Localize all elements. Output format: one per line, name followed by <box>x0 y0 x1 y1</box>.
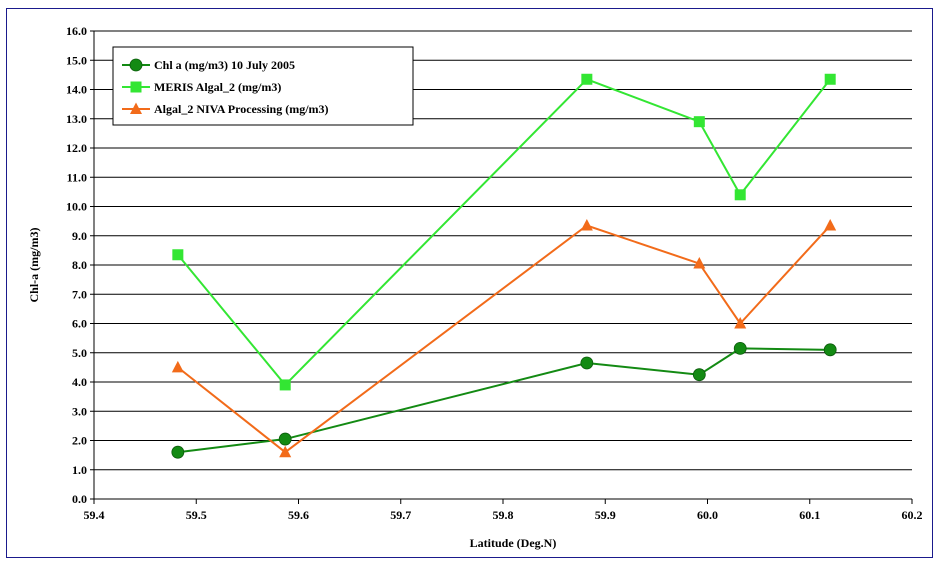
y-tick-label: 1.0 <box>72 463 87 477</box>
series-line <box>177 78 831 387</box>
x-tick-label: 59.5 <box>186 508 207 522</box>
series-2 <box>172 73 836 391</box>
data-point-circle <box>692 368 706 382</box>
data-point-triangle <box>279 445 292 458</box>
data-point-triangle <box>693 257 706 269</box>
y-tick-label: 9.0 <box>72 229 87 243</box>
axes <box>90 30 913 504</box>
data-point-circle <box>733 341 747 355</box>
data-point-triangle <box>824 219 837 231</box>
x-axis-title: Latitude (Deg.N) <box>470 536 557 550</box>
series-group <box>171 73 837 459</box>
data-point-square <box>734 189 746 201</box>
y-tick-label: 3.0 <box>72 404 87 418</box>
legend-marker-square <box>130 81 142 93</box>
data-point-triangle <box>171 360 184 373</box>
data-point-circle <box>823 343 837 357</box>
y-tick-label: 6.0 <box>72 317 87 331</box>
data-point-circle <box>580 356 594 370</box>
y-tick-label: 13.0 <box>66 112 87 126</box>
series-line <box>177 347 831 454</box>
x-tick-labels: 59.4 59.5 59.6 59.7 59.8 59.9 60.0 60.1 60.2 <box>84 508 923 522</box>
data-point-square <box>824 73 836 85</box>
y-tick-label: 12.0 <box>66 141 87 155</box>
y-tick-label: 4.0 <box>72 375 87 389</box>
data-point-square <box>581 73 593 85</box>
legend-marker-circle <box>129 58 143 72</box>
y-tick-label: 15.0 <box>66 53 87 67</box>
y-tick-label: 14.0 <box>66 83 87 97</box>
x-tick-label: 59.7 <box>390 508 411 522</box>
x-tick-label: 60.1 <box>799 508 820 522</box>
y-tick-label: 7.0 <box>72 287 87 301</box>
data-point-square <box>693 116 705 128</box>
y-tick-label: 10.0 <box>66 200 87 214</box>
legend: Chl a (mg/m3) 10 July 2005 MERIS Algal_2 … <box>112 46 414 126</box>
y-tick-labels: 0.0 1.0 2.0 3.0 4.0 5.0 6.0 7.0 8.0 9.0 10.0 11.0 12… <box>66 24 87 506</box>
data-point-square <box>279 379 291 391</box>
x-tick-label: 60.2 <box>902 508 923 522</box>
data-point-triangle <box>734 317 747 329</box>
x-tick-label: 59.4 <box>84 508 105 522</box>
data-point-circle <box>278 432 292 446</box>
x-tick-label: 59.6 <box>288 508 309 522</box>
y-tick-label: 5.0 <box>72 346 87 360</box>
y-axis-title: Chl-a (mg/m3) <box>27 228 41 303</box>
y-tick-label: 11.0 <box>67 170 87 184</box>
series-line <box>177 224 831 454</box>
data-point-triangle <box>580 219 593 231</box>
data-point-square <box>172 249 184 261</box>
legend-label: Algal_2 NIVA Processing (mg/m3) <box>154 102 329 116</box>
data-point-circle <box>171 445 185 459</box>
legend-label: MERIS Algal_2 (mg/m3) <box>154 80 281 94</box>
y-tick-label: 8.0 <box>72 258 87 272</box>
y-tick-label: 16.0 <box>66 24 87 38</box>
y-tick-label: 2.0 <box>72 434 87 448</box>
x-tick-label: 59.8 <box>493 508 514 522</box>
legend-marker-triangle <box>130 102 142 114</box>
x-tick-label: 60.0 <box>697 508 718 522</box>
y-tick-label: 0.0 <box>72 492 87 506</box>
x-tick-label: 59.9 <box>595 508 616 522</box>
series-3 <box>171 219 837 458</box>
legend-label: Chl a (mg/m3) 10 July 2005 <box>154 58 295 72</box>
series-1 <box>171 341 837 459</box>
